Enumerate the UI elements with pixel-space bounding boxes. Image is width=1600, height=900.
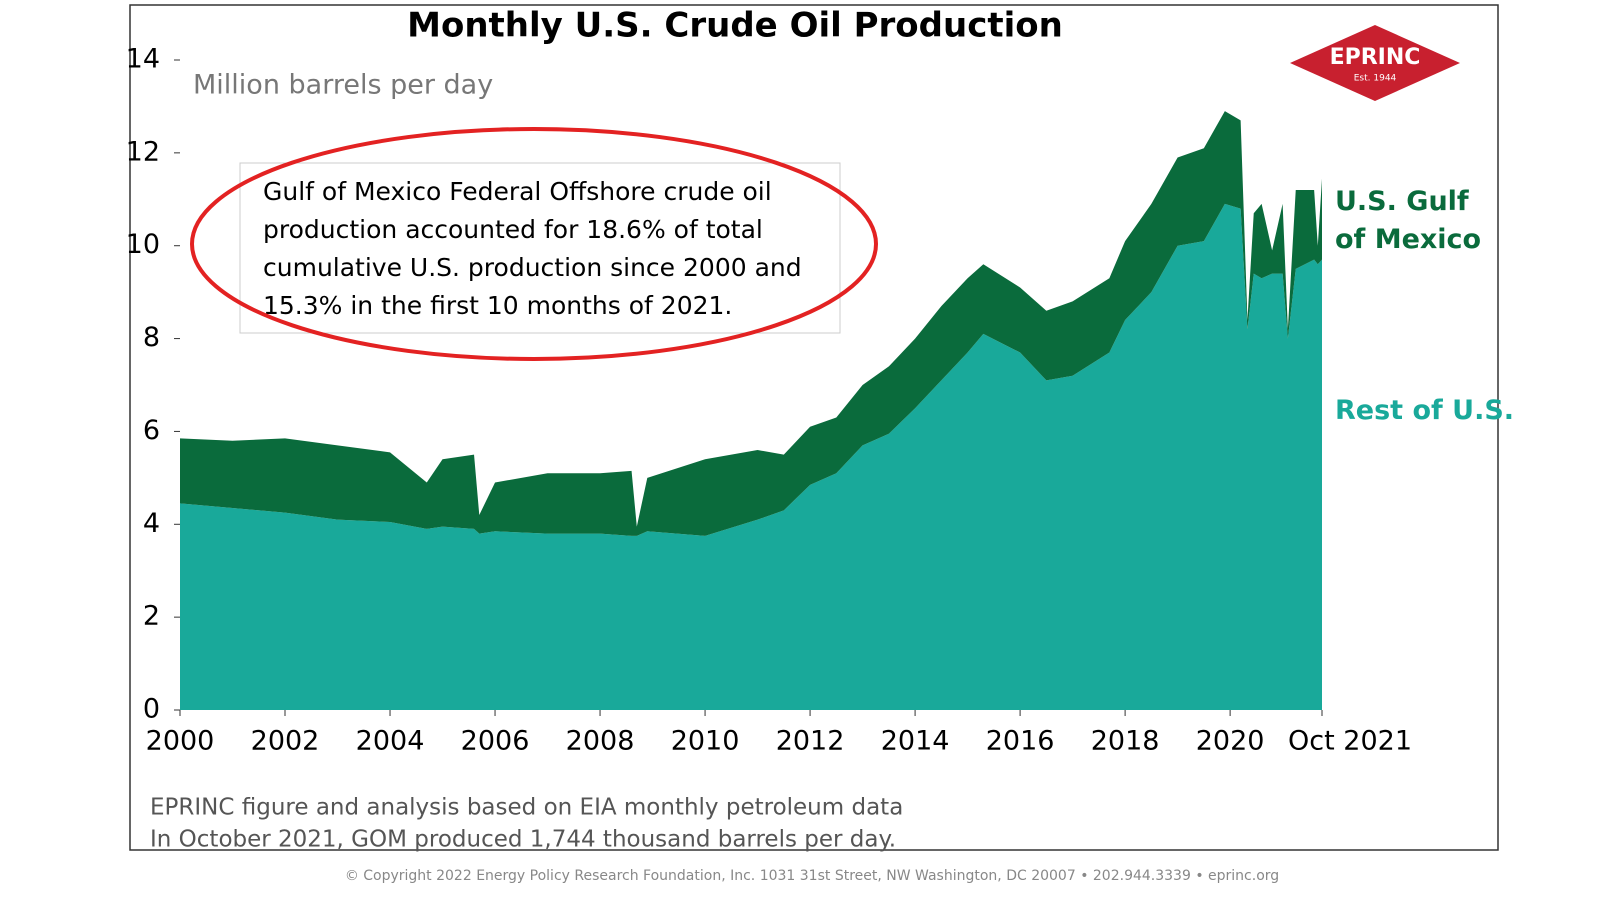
- annotation-line: 15.3% in the first 10 months of 2021.: [263, 291, 732, 320]
- x-tick-label: 2018: [1091, 726, 1160, 757]
- y-tick-label: 0: [143, 694, 160, 725]
- y-tick-label: 4: [143, 508, 160, 539]
- x-tick-label: 2014: [881, 726, 950, 757]
- y-tick-label: 14: [126, 44, 160, 75]
- copyright: © Copyright 2022 Energy Policy Research …: [345, 868, 1279, 884]
- series-label: U.S. Gulf of Mexico: [1335, 186, 1482, 255]
- frame: [129, 4, 1499, 851]
- area: [180, 111, 1322, 536]
- subtitle: Million barrels per day: [193, 70, 493, 101]
- x-tick-label: 2010: [671, 726, 740, 757]
- logo-name: EPRINC: [1330, 45, 1421, 70]
- series-label: Rest of U.S.: [1335, 395, 1515, 426]
- x-tick-label: 2000: [146, 726, 215, 757]
- area: [180, 203, 1322, 710]
- y-tick-label: 8: [143, 322, 160, 353]
- x-tick-label: 2002: [251, 726, 320, 757]
- plot: 0 2 4 6 8 10 12 14 2000 2002 2004 2006 2008 2010 2012 2…: [126, 44, 1412, 757]
- y-tick-label: 10: [126, 229, 160, 260]
- x-tick-label: 2006: [461, 726, 530, 757]
- x-tick-label: 2016: [986, 726, 1055, 757]
- y-tick-label: 2: [143, 601, 160, 632]
- y-tick-label: 6: [143, 415, 160, 446]
- x-tick-label: 2008: [566, 726, 635, 757]
- logo-established: Est. 1944: [1354, 74, 1397, 84]
- annotation-line: production accounted for 18.6% of total: [263, 215, 763, 244]
- note: In October 2021, GOM produced 1,744 thou…: [150, 827, 896, 853]
- x-tick-label: 2012: [776, 726, 845, 757]
- annotation-line: cumulative U.S. production since 2000 an…: [263, 253, 802, 282]
- annotation-box: [239, 162, 841, 334]
- logo-shape: [1290, 25, 1460, 101]
- x-tick-label: 2020: [1196, 726, 1265, 757]
- y-tick-label: 12: [126, 136, 160, 167]
- note: EPRINC figure and analysis based on EIA …: [150, 795, 903, 821]
- annotation: Gulf of Mexico Federal Offshore crude oi…: [263, 177, 802, 320]
- chart-title: Monthly U.S. Crude Oil Production: [407, 6, 1063, 46]
- x-tick-label: 2004: [356, 726, 425, 757]
- logo: EPRINC Est. 1944: [1290, 25, 1460, 101]
- highlight-ellipse: [190, 127, 878, 361]
- annotation-line: Gulf of Mexico Federal Offshore crude oi…: [263, 177, 772, 206]
- x-tick-label: Oct 2021: [1288, 726, 1412, 757]
